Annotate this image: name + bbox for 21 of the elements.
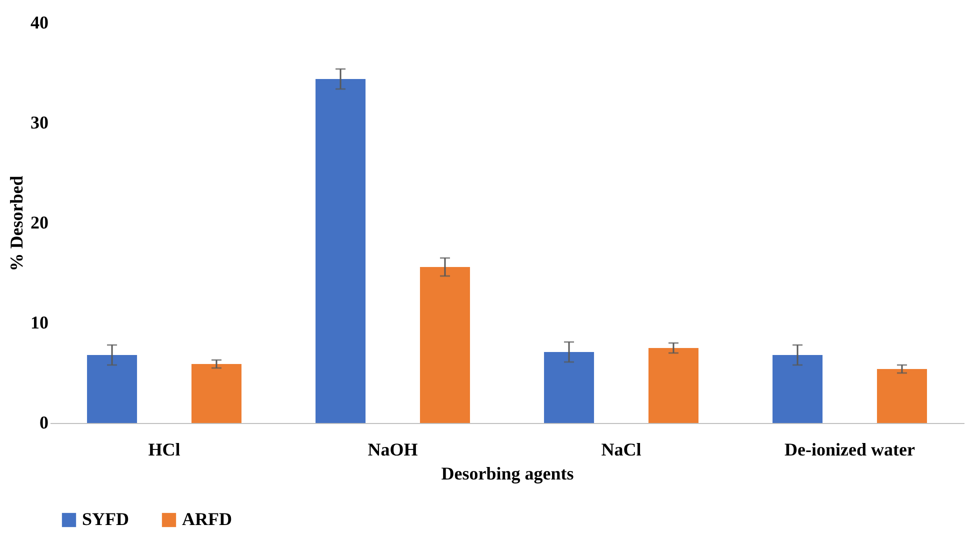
y-tick-label: 20 [30,212,48,232]
bar [87,355,138,423]
bar [420,267,470,423]
bar [191,364,242,423]
y-tick-label: 0 [40,412,48,432]
x-axis-title: Desorbing agents [441,464,574,484]
legend-label: ARFD [182,509,232,529]
bar [544,352,594,423]
bar [316,79,366,423]
bar [876,369,927,423]
y-tick-label: 10 [30,312,48,332]
legend-label: SYFD [82,509,130,529]
x-tick-label: NaOH [368,440,418,460]
bar [648,348,698,423]
x-tick-label: De-ionized water [784,440,915,460]
y-tick-label: 30 [30,112,48,132]
y-axis-title: % Desorbed [6,176,26,272]
x-tick-label: NaCl [601,440,642,460]
y-tick-label: 40 [30,12,48,32]
bar [772,355,823,423]
x-tick-label: HCl [148,440,180,460]
